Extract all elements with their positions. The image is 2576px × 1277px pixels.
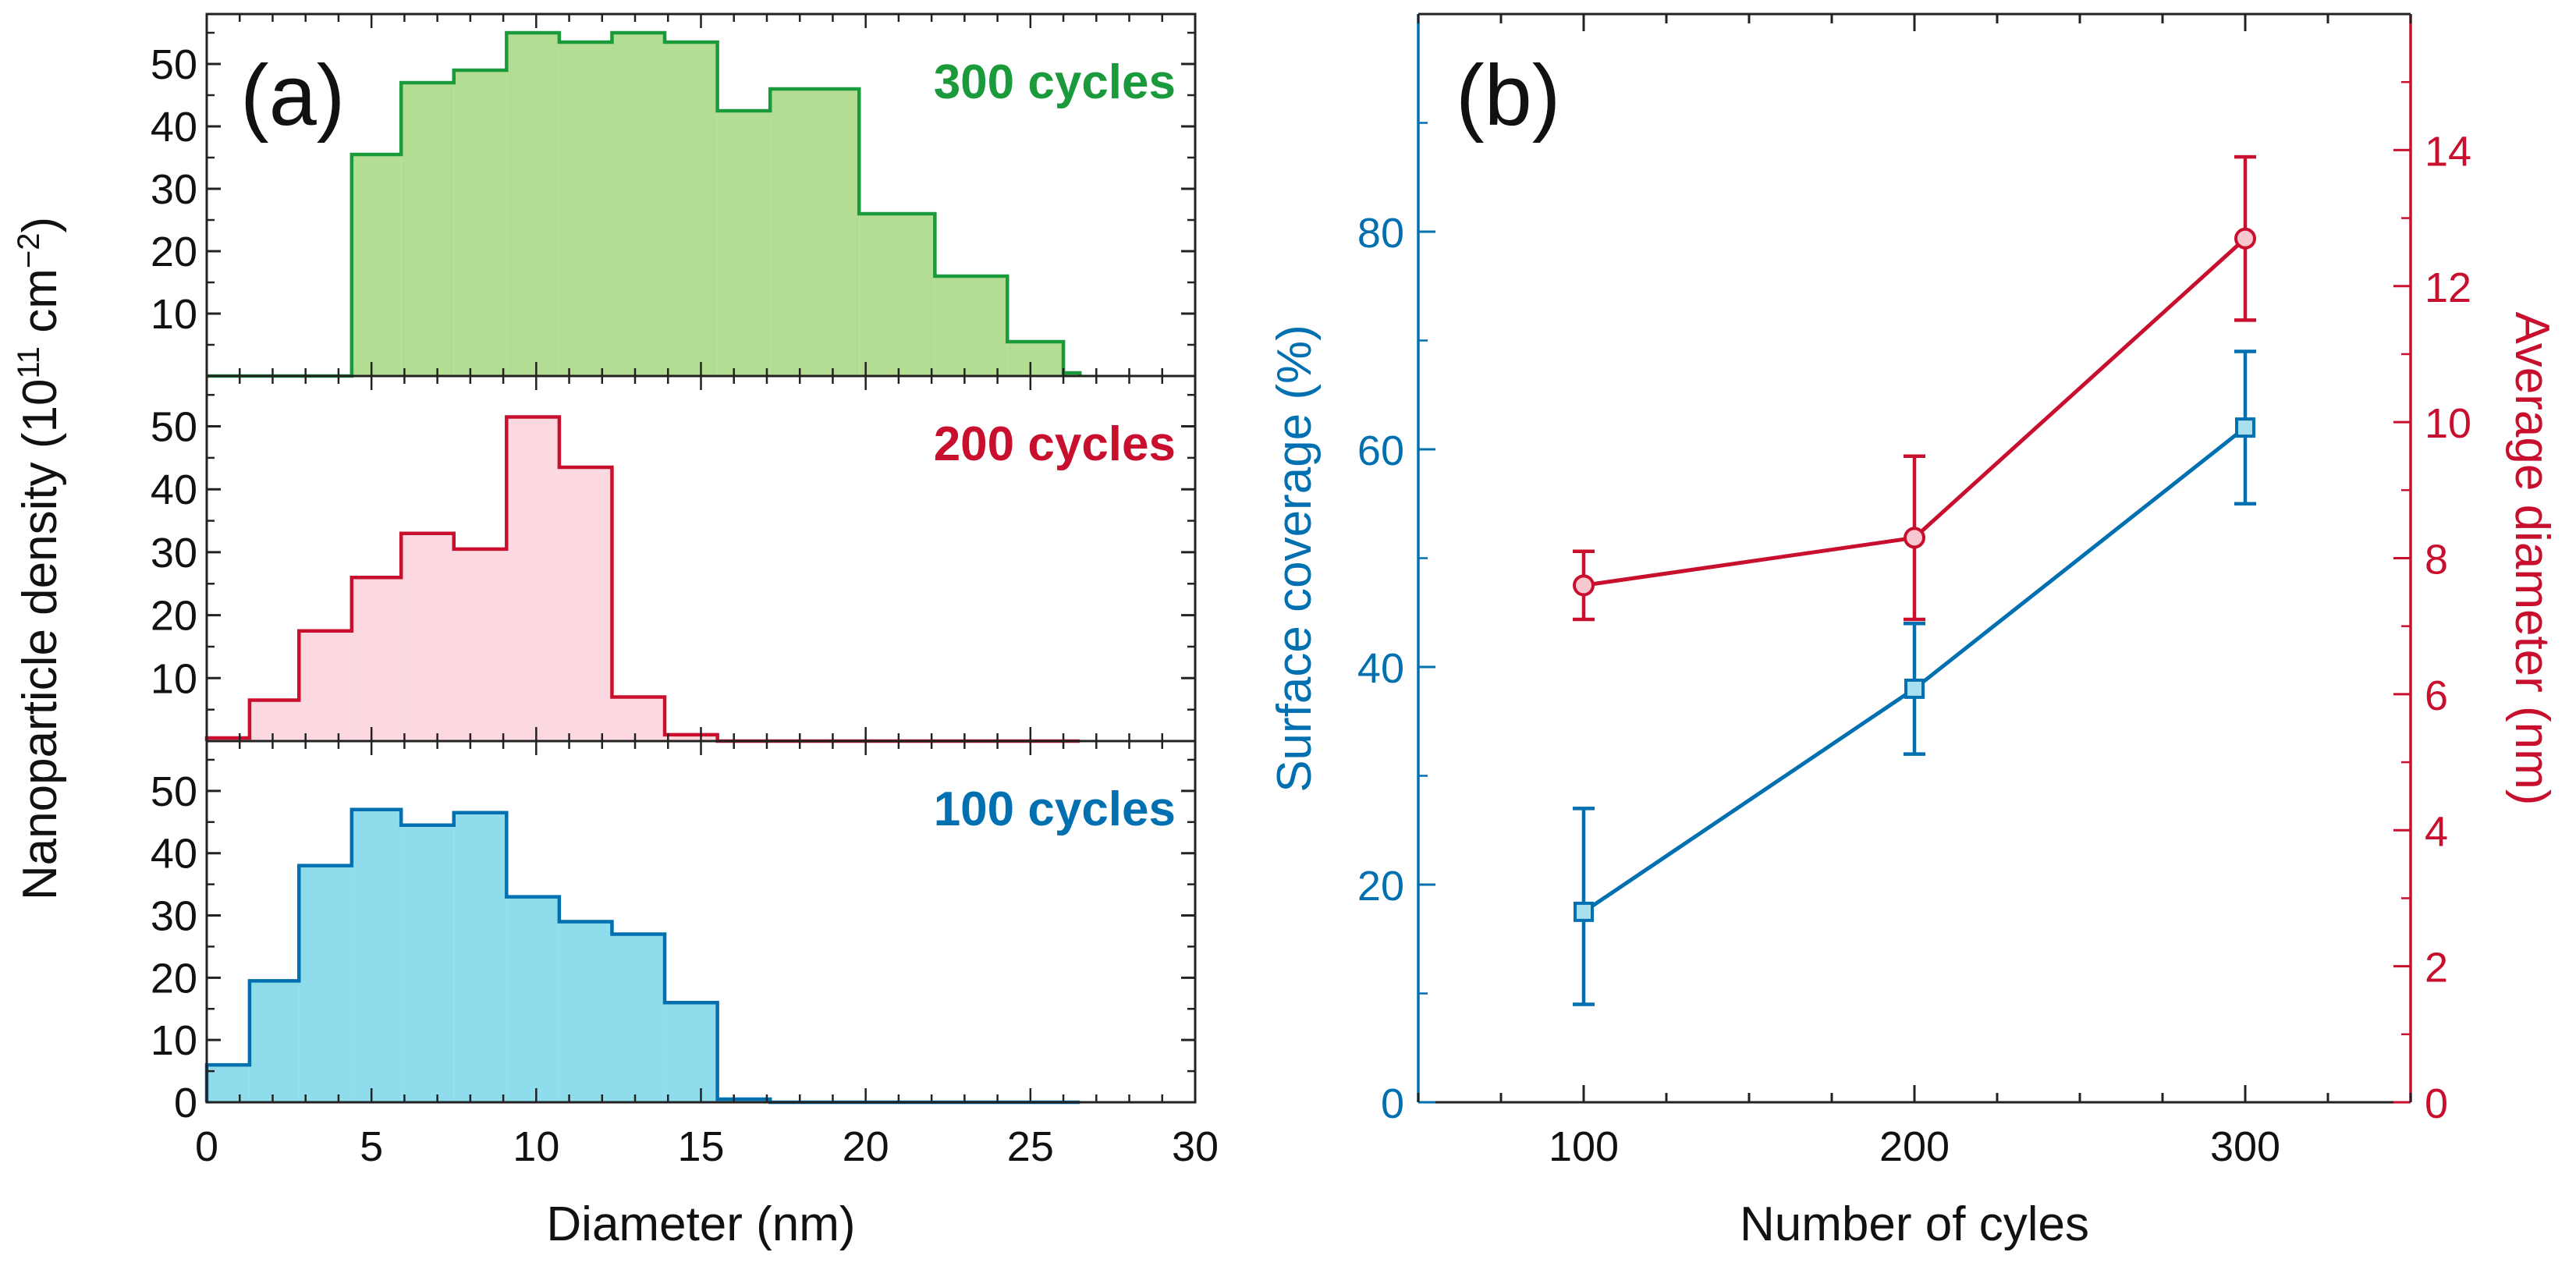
- y-axis-label-part: Nanoparticle density (10: [13, 379, 67, 901]
- histogram-bar: [453, 812, 507, 1102]
- x-tick-label: 15: [677, 1123, 724, 1170]
- y-tick-label: 20: [151, 229, 197, 275]
- histogram-bar: [506, 33, 559, 376]
- y-axis-label-superscript: −2: [12, 233, 46, 269]
- right-y-tick-label: 0: [2425, 1080, 2448, 1127]
- histogram-bar: [665, 734, 718, 741]
- histogram-bar: [401, 533, 454, 741]
- histogram-bar: [770, 89, 860, 376]
- y-tick-label: 40: [151, 466, 197, 513]
- histogram-bar: [401, 825, 454, 1102]
- histogram-outline: [207, 30, 1082, 378]
- data-point: [1904, 678, 1925, 699]
- histogram-bar: [559, 921, 612, 1102]
- data-point: [2235, 417, 2255, 438]
- histogram-bar: [612, 934, 665, 1102]
- y-tick-label: 10: [151, 1017, 197, 1064]
- x-tick-label: 0: [195, 1123, 218, 1170]
- right-y-tick-label: 12: [2425, 264, 2471, 311]
- y-tick-label: 0: [174, 1080, 197, 1126]
- panel-b-line-chart: 0 20 40 60 80 0 2 4 6 8 10 12 14 100 200 300 Number of c…: [1268, 12, 2559, 1251]
- histogram-subplot: 10 20 30 40 50 300 cycles: [151, 12, 1197, 378]
- histogram-bar: [351, 154, 402, 376]
- x-axis-label: Diameter (nm): [546, 1197, 855, 1251]
- histogram-subplot: 0 10 20 30 40 50 100 cycles: [151, 740, 1197, 1126]
- cycles-label: 100 cycles: [934, 782, 1176, 836]
- x-tick-label: 300: [2210, 1123, 2280, 1170]
- histogram-bar: [612, 33, 665, 376]
- y-tick-label: 40: [151, 104, 197, 151]
- cycles-label: 300 cycles: [934, 55, 1176, 109]
- y-tick-label: 40: [151, 831, 197, 878]
- left-y-tick-label: 40: [1357, 645, 1404, 692]
- histogram-bar: [559, 42, 612, 376]
- y-tick-label: 10: [151, 291, 197, 338]
- left-y-tick-label: 20: [1357, 863, 1404, 910]
- x-tick-label: 5: [360, 1123, 383, 1170]
- histogram-bar: [559, 467, 612, 741]
- histogram-bar: [453, 548, 507, 741]
- histogram-bar: [506, 417, 559, 741]
- y-tick-label: 30: [151, 166, 197, 213]
- histogram-bar: [299, 865, 352, 1102]
- y-tick-label: 20: [151, 593, 197, 640]
- right-y-tick-label: 6: [2425, 672, 2448, 719]
- histogram-bar: [506, 896, 559, 1102]
- y-tick-label: 50: [151, 768, 197, 815]
- histogram-bar: [1007, 342, 1064, 376]
- data-point: [2234, 227, 2256, 250]
- histogram-bar: [935, 276, 1008, 376]
- right-y-tick-label: 10: [2425, 400, 2471, 447]
- histogram-bar: [717, 111, 771, 376]
- x-tick-label: 20: [843, 1123, 889, 1170]
- y-axis-label: Nanoparticle density (1011 cm−2): [12, 217, 67, 900]
- histogram-bar: [665, 42, 718, 376]
- histogram-bar: [612, 697, 665, 741]
- y-tick-label: 10: [151, 655, 197, 702]
- x-tick-label: 100: [1549, 1123, 1619, 1170]
- data-point: [1573, 574, 1595, 597]
- y-tick-label: 30: [151, 530, 197, 576]
- y-tick-label: 50: [151, 404, 197, 451]
- x-tick-label: 10: [513, 1123, 559, 1170]
- y-tick-label: 30: [151, 893, 197, 940]
- histogram-bar: [859, 214, 935, 376]
- panel-label: (b): [1456, 48, 1560, 144]
- histogram-bar: [453, 70, 507, 376]
- histogram-bar: [299, 630, 352, 741]
- x-tick-label: 25: [1007, 1123, 1054, 1170]
- x-tick-label: 200: [1879, 1123, 1950, 1170]
- data-point: [1904, 527, 1925, 549]
- y-axis-label-superscript: 11: [12, 346, 46, 379]
- left-y-axis-label: Surface coverage (%): [1268, 325, 1322, 793]
- right-y-tick-label: 2: [2425, 945, 2448, 991]
- panel-label: (a): [240, 48, 345, 144]
- histogram-subplot: 10 20 30 40 50 200 cycles: [151, 374, 1197, 743]
- y-axis-label-part: cm: [13, 268, 67, 346]
- right-y-tick-label: 14: [2425, 128, 2471, 175]
- y-axis-label-part: ): [13, 217, 67, 233]
- histogram-bar: [249, 981, 300, 1102]
- right-y-axis-label: Average diameter (nm): [2505, 312, 2559, 806]
- series-surface-coverage: [1573, 349, 2256, 1006]
- histogram-bar: [249, 700, 300, 741]
- left-y-tick-label: 80: [1357, 210, 1404, 257]
- series-average-diameter: [1573, 154, 2256, 622]
- data-point: [1574, 901, 1594, 922]
- histogram-bar: [665, 1002, 718, 1102]
- histogram-bar: [351, 809, 402, 1102]
- right-y-tick-label: 4: [2425, 808, 2448, 855]
- right-y-tick-label: 8: [2425, 537, 2448, 584]
- y-tick-label: 50: [151, 41, 197, 88]
- histogram-bar: [351, 577, 402, 741]
- cycles-label: 200 cycles: [934, 417, 1176, 471]
- histogram-bar: [401, 83, 454, 376]
- y-tick-label: 20: [151, 955, 197, 1002]
- x-tick-label: 30: [1172, 1123, 1219, 1170]
- left-y-tick-label: 0: [1381, 1080, 1404, 1127]
- left-y-tick-label: 60: [1357, 427, 1404, 474]
- x-axis-label: Number of cyles: [1740, 1197, 2089, 1251]
